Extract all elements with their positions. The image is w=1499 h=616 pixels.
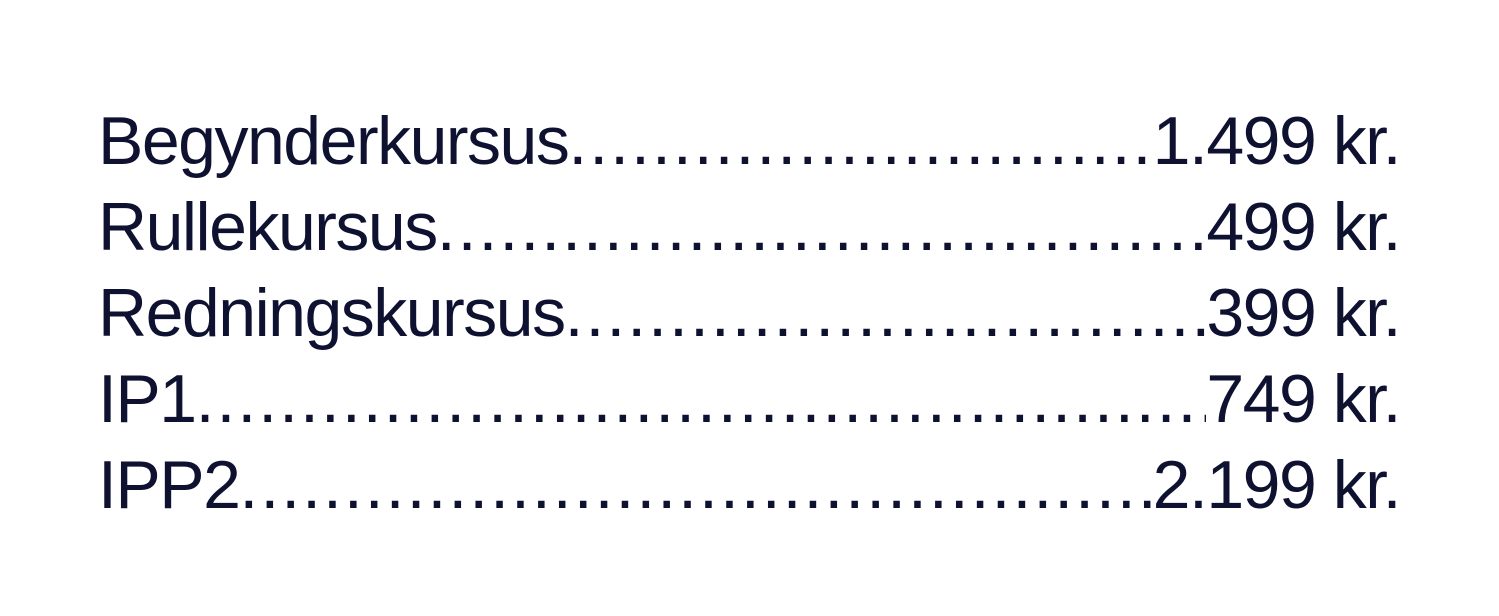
price-row-ipp2: IPP2 ...................................… bbox=[98, 442, 1400, 528]
course-price: 499 kr. bbox=[1206, 189, 1400, 265]
dot-leader: ........................................… bbox=[239, 447, 1152, 523]
price-row-ip1: IP1 ....................................… bbox=[98, 356, 1400, 442]
price-row-redningskursus: Redningskursus .........................… bbox=[98, 270, 1400, 356]
course-name: Redningskursus bbox=[98, 275, 566, 351]
course-price: 749 kr. bbox=[1206, 361, 1400, 437]
price-list: Begynderkursus .........................… bbox=[98, 98, 1400, 528]
course-price: 399 kr. bbox=[1206, 275, 1400, 351]
course-name: IPP2 bbox=[98, 447, 241, 523]
course-price: 1.499 kr. bbox=[1152, 103, 1400, 179]
dot-leader: ........................................… bbox=[564, 275, 1207, 351]
course-name: IP1 bbox=[98, 361, 197, 437]
course-name: Rullekursus bbox=[98, 189, 438, 265]
price-row-begynderkursus: Begynderkursus .........................… bbox=[98, 98, 1400, 184]
dot-leader: ........................................… bbox=[195, 361, 1207, 437]
course-name: Begynderkursus bbox=[98, 103, 570, 179]
course-price: 2.199 kr. bbox=[1152, 447, 1400, 523]
price-row-rullekursus: Rullekursus ............................… bbox=[98, 184, 1400, 270]
dot-leader: ........................................… bbox=[436, 189, 1207, 265]
dot-leader: ........................................… bbox=[568, 103, 1153, 179]
